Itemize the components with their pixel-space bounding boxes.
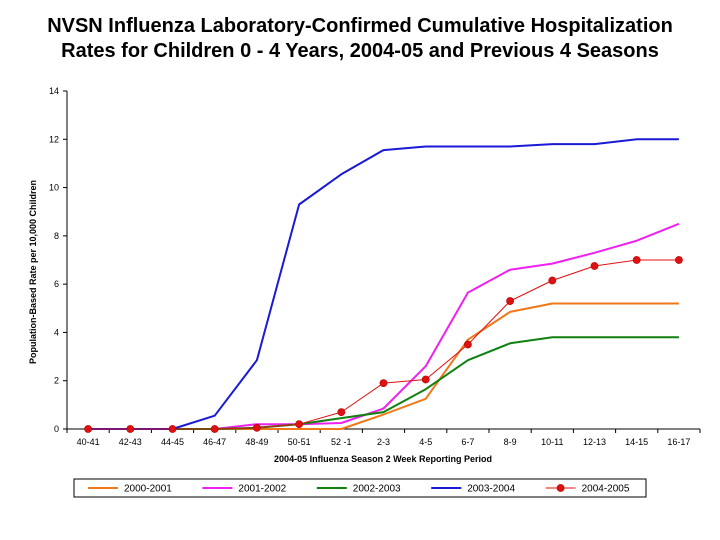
legend-label: 2001-2002 [238, 484, 286, 495]
chart-title-line-1: NVSN Influenza Laboratory-Confirmed Cumu… [47, 15, 673, 37]
legend-item: 2000-2001 [88, 484, 172, 495]
series-2004-2005 [84, 256, 683, 433]
data-point [675, 256, 683, 264]
y-axis-label: Population-Based Rate per 10,000 Childre… [28, 180, 38, 364]
series-2000-2001 [88, 302, 679, 430]
data-point [337, 408, 346, 416]
data-point [421, 375, 430, 384]
series-line [88, 222, 680, 430]
series-line [88, 259, 679, 430]
chart-title: NVSN Influenza Laboratory-Confirmed Cumu… [0, 14, 720, 64]
data-point [295, 420, 303, 429]
legend-item: 2003-2004 [431, 484, 515, 495]
data-point [84, 425, 92, 433]
x-tick-label: 16-17 [667, 437, 690, 447]
x-tick-label: 14-15 [625, 437, 648, 447]
series-2003-2004 [88, 138, 679, 430]
y-tick-labels: 0 2 4 6 8 10 12 14 [49, 86, 59, 434]
y-tick-label: 4 [54, 327, 59, 337]
legend-marker [556, 484, 565, 492]
x-axis-label: 2004-05 Influenza Season 2 Week Reportin… [274, 454, 492, 464]
x-tick-label: 2-3 [377, 437, 390, 447]
y-tick-label: 2 [54, 376, 59, 386]
series-2001-2002 [88, 222, 680, 430]
data-point [548, 276, 557, 285]
y-tick-label: 10 [49, 183, 59, 193]
legend: 2000-2001 2001-2002 2002-2003 2003-2004 2004… [73, 478, 647, 498]
data-point [252, 423, 261, 432]
legend-item: 2001-2002 [202, 484, 287, 495]
chart-title-line-2: Rates for Children 0 - 4 Years, 2004-05 … [61, 40, 659, 62]
y-tick-label: 12 [49, 134, 59, 144]
legend-label: 2004-2005 [582, 484, 630, 495]
legend-item: 2004-2005 [545, 484, 630, 495]
x-tick-label: 44-45 [161, 437, 184, 447]
legend-item: 2002-2003 [316, 484, 401, 495]
series-line [88, 302, 679, 430]
series-line [88, 138, 679, 430]
data-point [463, 340, 472, 349]
x-tick-label: 6-7 [461, 437, 474, 447]
y-tick-label: 6 [54, 279, 59, 289]
legend-label: 2002-2003 [353, 484, 401, 495]
legend-label: 2000-2001 [124, 484, 172, 495]
data-point [632, 256, 641, 264]
x-tick-label: 48-49 [245, 437, 268, 447]
x-tick-label: 12-13 [583, 437, 606, 447]
x-tick-label: 42-43 [119, 437, 142, 447]
series-layer [84, 138, 683, 433]
x-tick-label: 50-51 [288, 437, 311, 447]
y-tick-label: 8 [54, 231, 59, 241]
x-tick-label: 46-47 [203, 437, 226, 447]
x-tick-label: 10-11 [541, 437, 563, 447]
data-point [379, 379, 388, 388]
legend-label: 2003-2004 [467, 484, 515, 495]
data-point [506, 297, 514, 305]
x-tick-label: 40-41 [77, 437, 100, 447]
data-point [590, 262, 599, 270]
data-point [126, 425, 135, 433]
x-tick-label: 52 -1 [331, 437, 352, 447]
data-point [168, 425, 177, 433]
y-tick-label: 0 [54, 424, 59, 434]
x-tick-labels: 40-41 42-43 44-45 46-47 48-49 50-51 52 -1 2-3 4-… [77, 437, 691, 447]
x-tick-label: 8-9 [504, 437, 517, 447]
legend-box [73, 478, 647, 498]
x-tick-label: 4-5 [419, 437, 432, 447]
y-tick-label: 14 [49, 86, 59, 96]
data-point [210, 425, 219, 433]
